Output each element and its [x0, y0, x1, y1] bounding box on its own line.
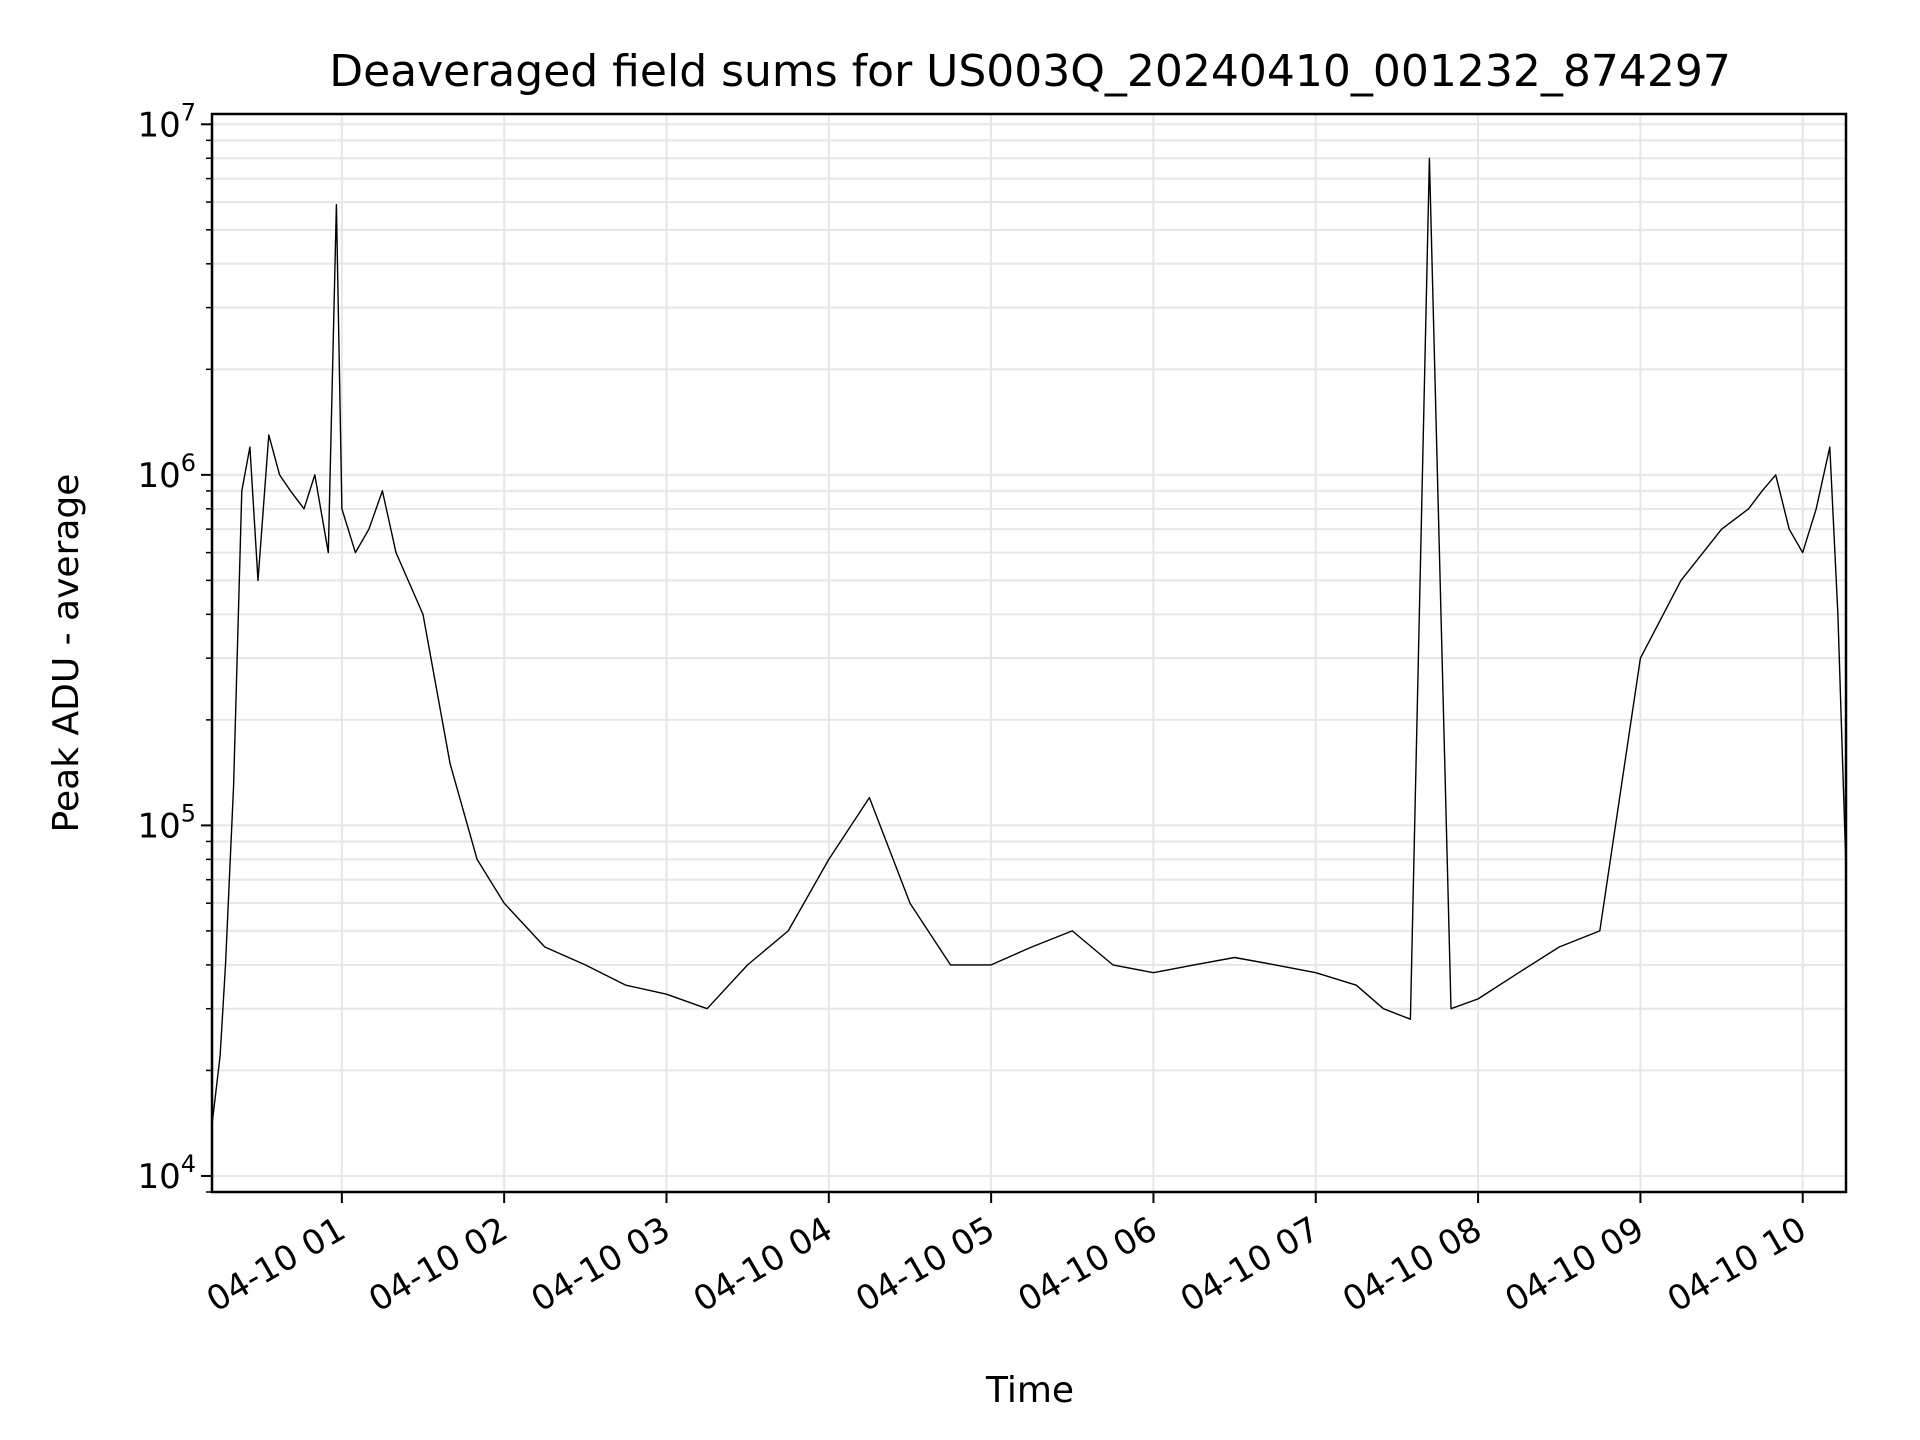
y-tick-label: 107: [137, 98, 196, 145]
grid: [212, 114, 1846, 1193]
chart-title: Deaveraged field sums for US003Q_2024041…: [329, 46, 1731, 97]
y-tick-label: 105: [137, 799, 196, 846]
y-tick-label: 106: [137, 449, 196, 496]
series-line: [211, 157, 1847, 1125]
y-axis: 104 105 106 107: [137, 98, 212, 1197]
x-axis-label: Time: [985, 1370, 1074, 1411]
y-tick-label: 104: [137, 1150, 196, 1197]
plot-frame: [210, 112, 1848, 1194]
plot-series: [211, 157, 1847, 1125]
y-axis-label: Peak ADU - average: [46, 474, 87, 833]
